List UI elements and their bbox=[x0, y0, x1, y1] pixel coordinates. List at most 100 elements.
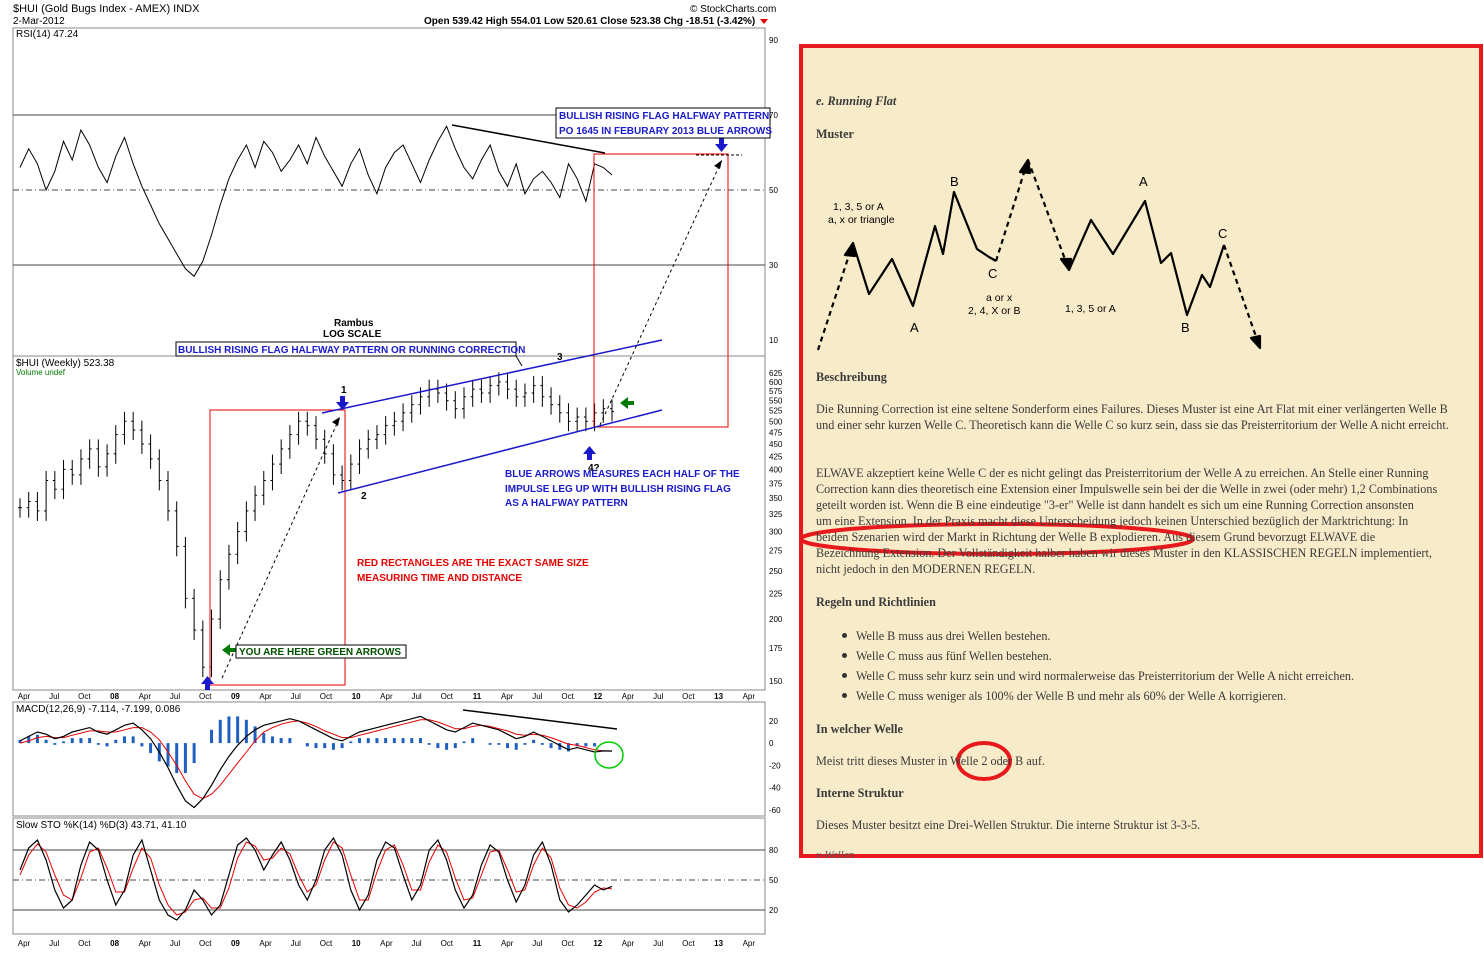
annotation-box bbox=[175, 341, 517, 357]
macd-signal-line bbox=[19, 719, 613, 800]
x-tick-label: Oct bbox=[441, 692, 454, 701]
red-highlight-ellipse bbox=[956, 741, 1012, 781]
x-tick-label: 09 bbox=[231, 939, 240, 948]
wave-label: 1, 3, 5 or A bbox=[1065, 303, 1116, 315]
rsi-line bbox=[19, 125, 613, 278]
y-tick-label: 475 bbox=[769, 428, 783, 437]
doc-paragraph: Die Running Correction ist eine seltene … bbox=[816, 402, 1449, 432]
x-axis: Apr Jul Oct 08 Apr Jul Oct 09 Apr Jul Oct 10 Apr Jul O… bbox=[18, 939, 756, 948]
chart-date: 2-Mar-2012 bbox=[13, 16, 65, 27]
blue-arrow-icon bbox=[201, 138, 728, 690]
doc-title: e. Running Flat bbox=[816, 94, 897, 108]
y-tick-label: 275 bbox=[769, 546, 783, 555]
red-measure-rect-1 bbox=[209, 409, 346, 686]
annotation-text: LOG SCALE bbox=[323, 329, 382, 340]
x-tick-label: Oct bbox=[78, 939, 91, 948]
x-tick-label: Oct bbox=[78, 692, 91, 701]
x-tick-label: Apr bbox=[259, 939, 272, 948]
x-axis: Apr Jul Oct 08 Apr Jul Oct 09 Apr Jul Oct 10 Apr Jul O… bbox=[18, 692, 756, 701]
annotation-text: YOU ARE HERE GREEN ARROWS bbox=[239, 647, 401, 658]
doc-heading: In welcher Welle bbox=[816, 722, 903, 736]
x-tick-label: 13 bbox=[714, 939, 723, 948]
x-tick-label: 08 bbox=[110, 939, 119, 948]
annotation-text: MEASURING TIME AND DISTANCE bbox=[357, 573, 522, 584]
annotation-box bbox=[235, 644, 407, 659]
annotation-box bbox=[555, 107, 771, 139]
y-tick-label: 325 bbox=[769, 510, 783, 519]
sto-label: Slow STO %K(14) %D(3) 43.71, 41.10 bbox=[16, 820, 187, 831]
x-tick-label: Jul bbox=[291, 939, 301, 948]
x-tick-label: 12 bbox=[593, 939, 602, 948]
wave-label: C bbox=[988, 266, 997, 281]
y-tick-label: 0 bbox=[769, 739, 774, 748]
annotation-text: BLUE ARROWS MEASURES EACH HALF OF THE bbox=[505, 469, 740, 480]
y-tick-label: 80 bbox=[769, 846, 778, 855]
x-tick-label: Jul bbox=[532, 939, 542, 948]
y-tick-label: -20 bbox=[769, 761, 781, 770]
wave-label: 4? bbox=[588, 463, 600, 474]
wave-label: 2, 4, X or B bbox=[968, 305, 1021, 317]
y-tick-label: 150 bbox=[769, 677, 783, 686]
sto-panel: Slow STO %K(14) %D(3) 43.71, 41.10 20 50 8… bbox=[12, 817, 778, 935]
y-tick-label: 450 bbox=[769, 440, 783, 449]
doc-heading: Beschreibung bbox=[816, 370, 887, 384]
elwave-document-panel: e. Running Flat Muster 1, 3, 5 or A a, x… bbox=[799, 44, 1483, 861]
y-tick-label: 250 bbox=[769, 567, 783, 576]
x-tick-label: Apr bbox=[139, 939, 152, 948]
x-tick-label: Apr bbox=[501, 939, 514, 948]
y-tick-label: 375 bbox=[769, 479, 783, 488]
annotation-text: BULLISH RISING FLAG HALFWAY PATTERN bbox=[559, 111, 769, 122]
x-tick-label: Jul bbox=[411, 692, 421, 701]
wave-line-2 bbox=[1067, 199, 1226, 317]
macd-histogram bbox=[18, 716, 614, 774]
dashed-projection-2 bbox=[599, 159, 723, 426]
x-tick-label: 11 bbox=[473, 939, 482, 948]
x-tick-label: Apr bbox=[18, 939, 31, 948]
doc-paragraph-line: ELWAVE akzeptiert keine Welle C der es n… bbox=[816, 466, 1429, 480]
wave-label: A bbox=[1139, 174, 1148, 189]
x-tick-label: Jul bbox=[653, 939, 663, 948]
x-tick-label: Oct bbox=[561, 939, 574, 948]
y-tick-label: 575 bbox=[769, 387, 783, 396]
doc-paragraph-line: um eine Extension. In der Praxis macht d… bbox=[816, 514, 1409, 528]
doc-paragraph-line: Correction kann dies theoretisch eine Ex… bbox=[816, 482, 1438, 496]
doc-paragraph-line: geteilt worden ist. Wenn die B eine eind… bbox=[816, 498, 1414, 512]
red-measure-rect-2 bbox=[593, 153, 729, 428]
wave-label: 1 bbox=[341, 385, 347, 396]
x-tick-label: Apr bbox=[139, 692, 152, 701]
x-tick-label: Apr bbox=[380, 692, 393, 701]
y-tick-label: 70 bbox=[769, 111, 778, 120]
green-arrow-icon bbox=[222, 644, 236, 656]
x-tick-label: 13 bbox=[714, 692, 723, 701]
x-tick-label: Apr bbox=[380, 939, 393, 948]
y-tick-label: 550 bbox=[769, 397, 783, 406]
y-tick-label: 30 bbox=[769, 261, 778, 270]
y-tick-label: 625 bbox=[769, 369, 783, 378]
macd-panel: MACD(12,26,9) -7.114, -7.199, 0.086 -60 -… bbox=[12, 701, 781, 817]
green-arrow-icon bbox=[620, 397, 634, 409]
macd-trendline bbox=[462, 709, 618, 730]
wave-label: C bbox=[1218, 226, 1227, 241]
x-tick-label: 11 bbox=[473, 692, 482, 701]
channel-upper-line bbox=[321, 339, 663, 414]
y-tick-label: 50 bbox=[769, 186, 778, 195]
x-tick-label: Apr bbox=[622, 692, 635, 701]
y-tick-label: 400 bbox=[769, 465, 783, 474]
x-tick-label: 09 bbox=[231, 692, 240, 701]
y-tick-label: 90 bbox=[769, 36, 778, 45]
x-tick-label: Apr bbox=[501, 692, 514, 701]
price-panel: $HUI (Weekly) 523.38 Volume undef 150175… bbox=[12, 107, 783, 691]
y-tick-label: -40 bbox=[769, 784, 781, 793]
y-tick-label: 10 bbox=[769, 336, 778, 345]
price-label: $HUI (Weekly) 523.38 bbox=[16, 358, 115, 369]
doc-paragraph-line: nicht jedoch in den MODERNEN REGELN. bbox=[816, 562, 1036, 576]
wave-label: 1, 3, 5 or A bbox=[833, 201, 884, 213]
annotation-text: IMPULSE LEG UP WITH BULLISH RISING FLAG bbox=[505, 484, 731, 495]
y-tick-label: 20 bbox=[769, 906, 778, 915]
wave-label: B bbox=[950, 174, 959, 189]
wave-label: 2 bbox=[361, 491, 367, 502]
x-tick-label: Jul bbox=[653, 692, 663, 701]
x-tick-label: Oct bbox=[441, 939, 454, 948]
doc-heading: Muster bbox=[816, 127, 854, 141]
y-tick-label: 525 bbox=[769, 407, 783, 416]
